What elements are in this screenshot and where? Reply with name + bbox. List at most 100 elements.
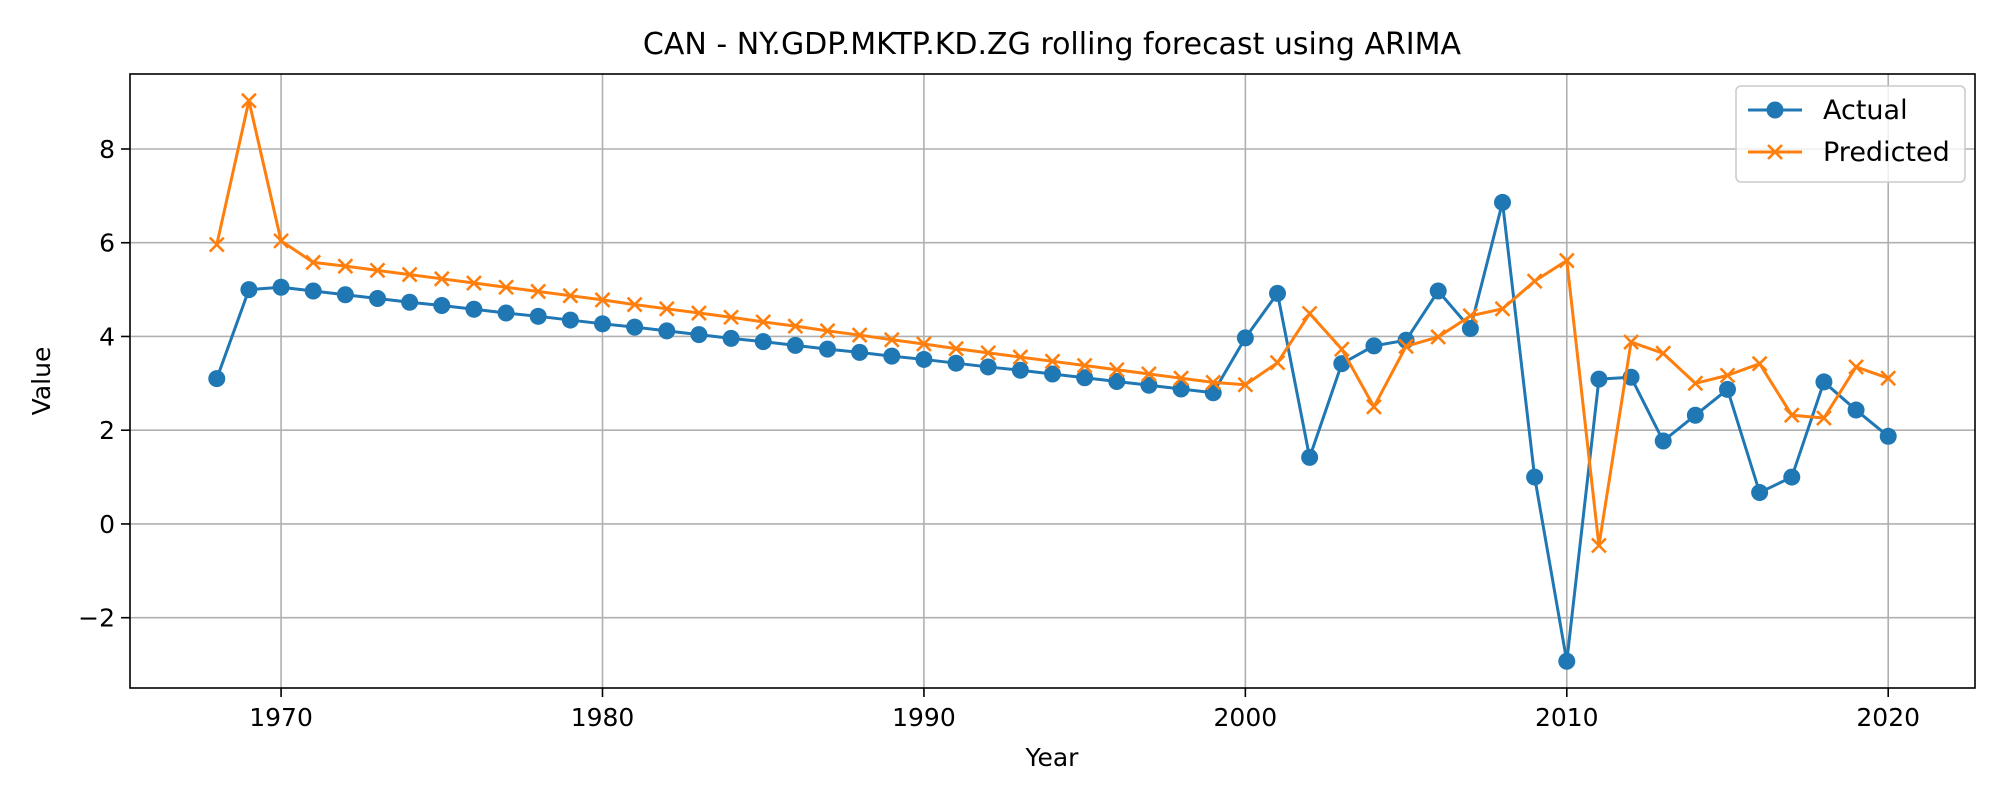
x-tick-label: 2000	[1214, 703, 1278, 732]
predicted-point	[1783, 407, 1800, 424]
actual-point	[1558, 652, 1576, 670]
predicted-point	[1430, 329, 1447, 345]
actual-point	[1301, 448, 1319, 466]
predicted-point	[1269, 354, 1286, 371]
actual-point	[626, 318, 644, 336]
predicted-point	[433, 270, 450, 287]
predicted-point	[1655, 345, 1672, 362]
predicted-point	[1237, 376, 1254, 393]
x-axis-label: Year	[1025, 743, 1080, 772]
actual-point	[851, 343, 869, 361]
actual-point	[401, 293, 419, 311]
predicted-point	[273, 232, 289, 249]
legend-label-actual: Actual	[1823, 95, 1908, 126]
actual-point	[1108, 372, 1126, 390]
actual-point	[304, 282, 322, 300]
predicted-point	[1141, 366, 1157, 382]
actual-point	[819, 340, 836, 358]
actual-point	[208, 370, 226, 388]
predicted-point	[337, 258, 354, 275]
actual-point	[1044, 365, 1061, 383]
actual-point	[786, 336, 804, 354]
predicted-point	[1591, 537, 1607, 554]
series-layer	[208, 92, 1897, 670]
predicted-point	[1012, 349, 1029, 366]
predicted-point	[1687, 375, 1704, 392]
predicted-point	[562, 287, 579, 304]
predicted-point	[1366, 398, 1382, 415]
x-tick-label: 1980	[571, 703, 635, 732]
predicted-point	[1558, 252, 1575, 269]
x-tick-label: 1990	[892, 703, 956, 732]
plot-frame	[129, 73, 1976, 689]
predicted-point	[883, 331, 900, 348]
actual-point	[947, 354, 965, 372]
predicted-point	[1494, 300, 1511, 317]
y-tick-label: 4	[99, 322, 115, 351]
legend-marker-actual	[1766, 101, 1784, 119]
predicted-point	[1751, 355, 1768, 372]
y-tick-label: 2	[99, 416, 115, 445]
actual-point	[1076, 369, 1094, 387]
actual-point	[1236, 329, 1254, 347]
predicted-point	[498, 279, 514, 296]
predicted-point	[1301, 305, 1318, 322]
actual-point	[1494, 193, 1511, 211]
predicted-point	[594, 291, 611, 308]
predicted-point	[658, 300, 675, 317]
predicted-point	[1816, 410, 1832, 426]
predicted-point	[305, 254, 322, 271]
actual-point	[1011, 361, 1029, 379]
predicted-point	[1526, 273, 1543, 290]
actual-point	[1526, 468, 1544, 486]
y-axis-label: Value	[27, 347, 56, 416]
series-predicted	[208, 92, 1897, 554]
predicted-point	[1044, 353, 1061, 370]
actual-point	[979, 358, 997, 376]
predicted-point	[1108, 361, 1125, 378]
predicted-point	[851, 327, 868, 343]
predicted-point	[369, 262, 386, 279]
predicted-point	[1623, 334, 1639, 351]
x-tick-label: 1970	[249, 703, 313, 732]
actual-point	[1719, 380, 1736, 398]
legend-label-predicted: Predicted	[1823, 137, 1950, 168]
actual-point	[1686, 406, 1704, 424]
predicted-point	[208, 236, 225, 253]
actual-point	[1654, 432, 1672, 450]
predicted-point	[626, 296, 643, 313]
x-axis: 1970 1980 1990 2000 2010 2020	[249, 688, 1920, 732]
predicted-point	[1848, 359, 1864, 375]
actual-point	[1269, 284, 1286, 302]
predicted-point	[1719, 367, 1736, 384]
legend: Actual Predicted	[1735, 85, 1966, 183]
actual-point	[272, 278, 290, 296]
predicted-point	[1173, 370, 1189, 387]
predicted-point	[1076, 357, 1093, 374]
actual-point	[529, 307, 547, 325]
actual-point	[369, 290, 386, 308]
actual-point	[336, 286, 354, 304]
predicted-series-line	[215, 99, 1889, 548]
actual-point	[690, 326, 708, 344]
actual-point	[658, 322, 676, 340]
y-axis: −2 0 2 4 6 8	[78, 135, 130, 633]
y-tick-label: 0	[99, 510, 115, 539]
actual-point	[465, 300, 483, 318]
actual-series-line	[215, 200, 1890, 663]
predicted-point	[916, 336, 932, 352]
actual-point	[1365, 337, 1383, 355]
actual-point	[1590, 370, 1608, 388]
y-tick-label: −2	[78, 604, 115, 633]
predicted-point	[1462, 307, 1479, 324]
actual-point	[1172, 380, 1190, 398]
actual-point	[1461, 320, 1479, 338]
predicted-point	[1880, 370, 1897, 387]
actual-point	[1751, 484, 1769, 502]
actual-point	[754, 333, 772, 351]
predicted-point	[819, 322, 836, 339]
predicted-point	[401, 266, 418, 283]
actual-point	[1783, 468, 1801, 486]
series-actual	[208, 193, 1897, 670]
